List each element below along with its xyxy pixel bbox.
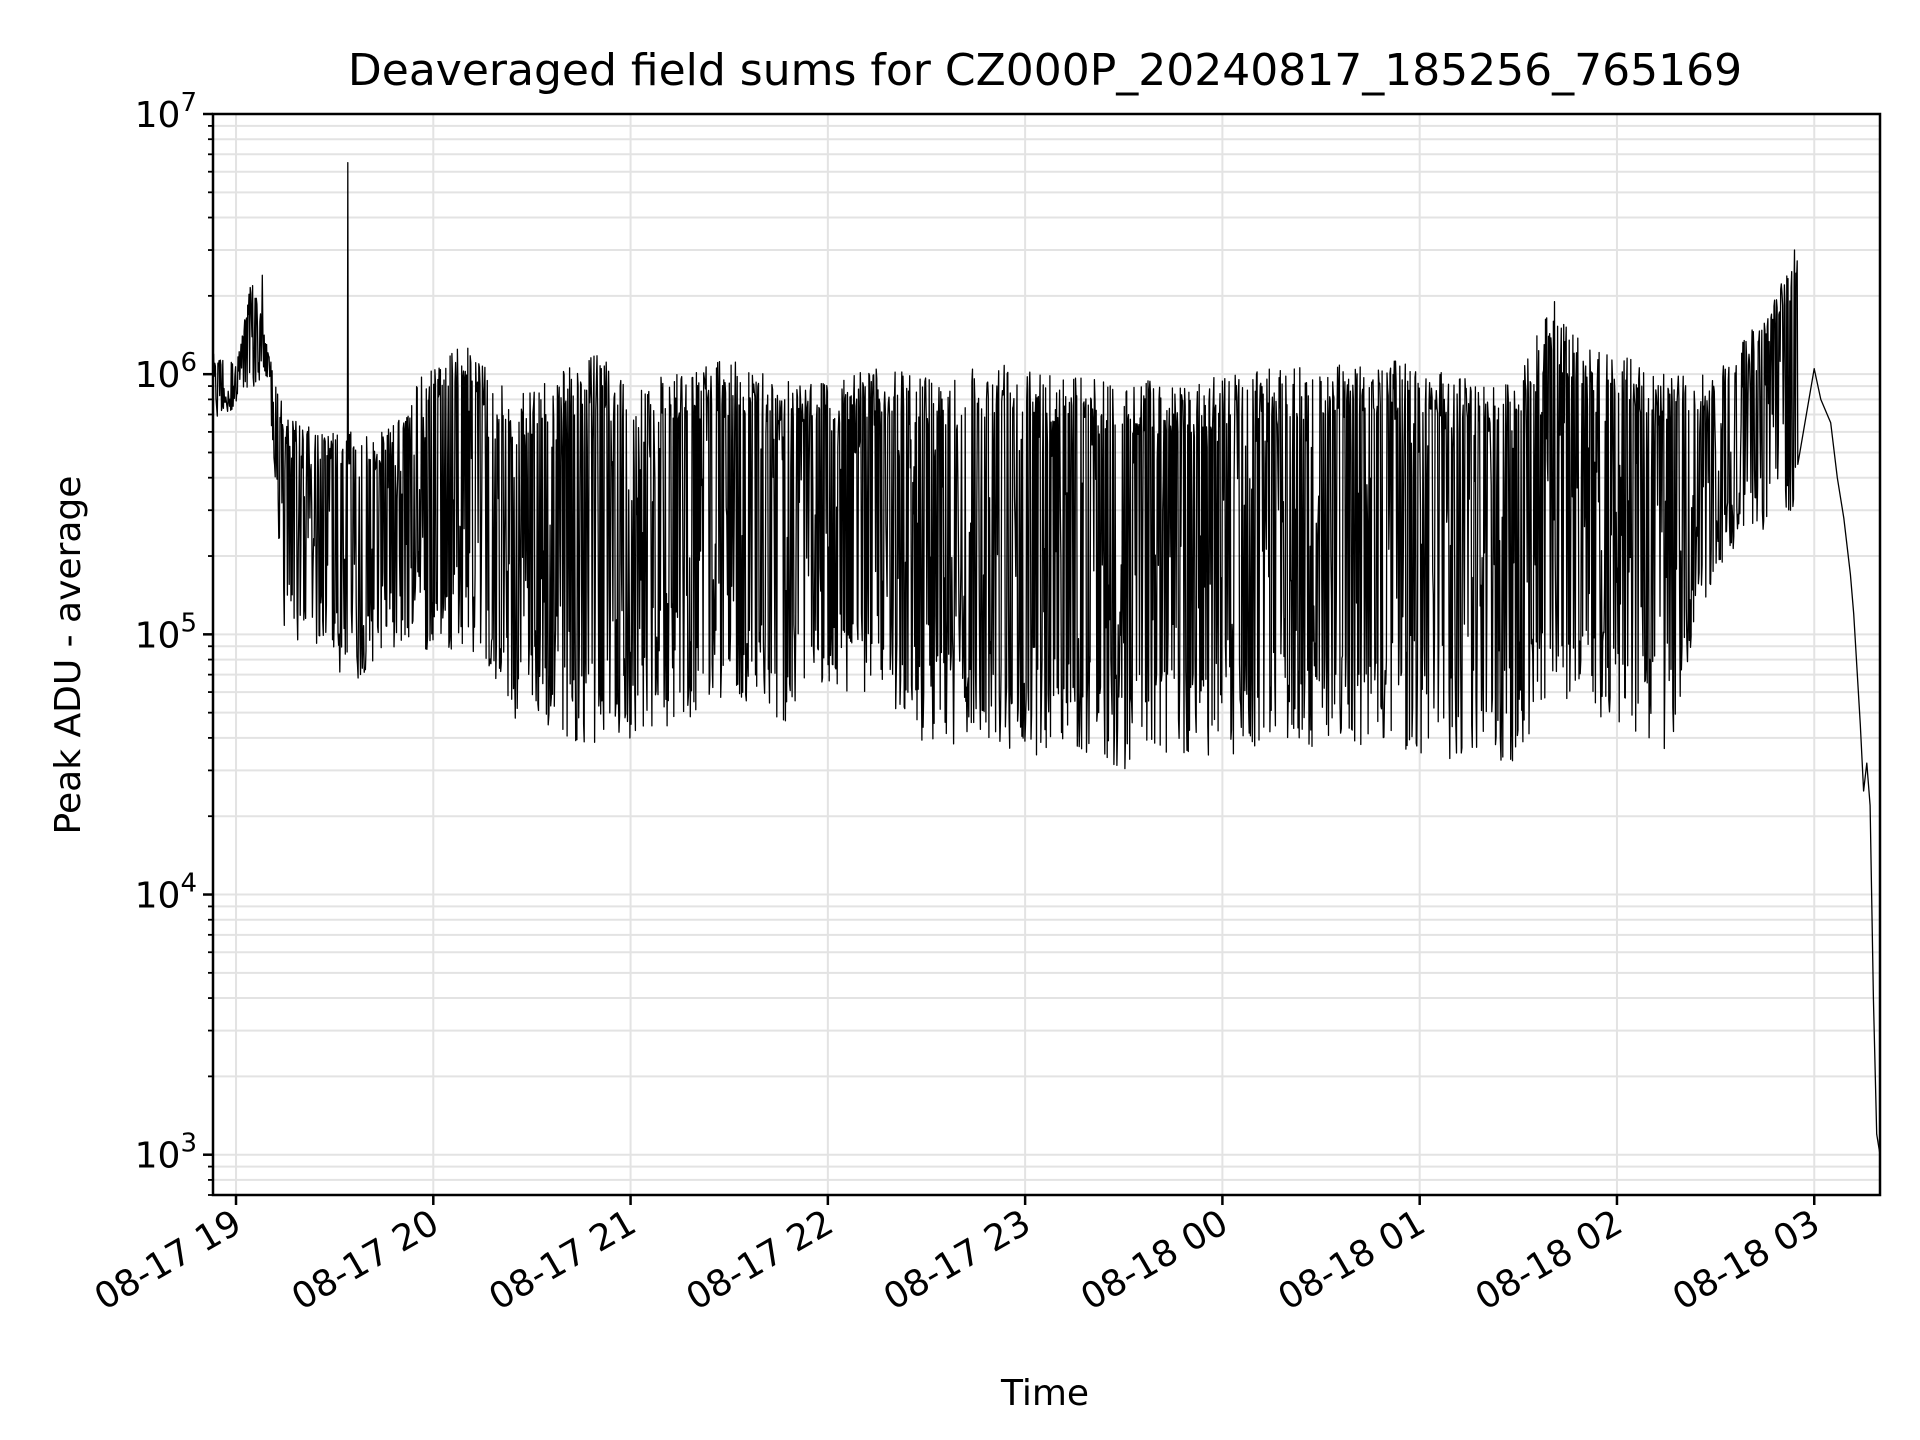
y-tick-label: 107	[135, 88, 197, 136]
x-tick-label: 08-17 21	[482, 1202, 643, 1318]
y-tick-label: 105	[135, 608, 197, 656]
series-line	[212, 162, 1881, 1155]
x-tick-label: 08-17 22	[680, 1202, 841, 1318]
y-tick-label: 103	[135, 1129, 197, 1177]
x-tick-label: 08-17 19	[88, 1202, 249, 1318]
x-tick-label: 08-17 20	[285, 1202, 446, 1318]
plot-frame	[211, 112, 1882, 1197]
x-tick-label: 08-18 00	[1074, 1202, 1235, 1318]
y-tick-label: 106	[135, 348, 197, 396]
x-tick-label: 08-17 23	[877, 1202, 1038, 1318]
x-tick-label: 08-18 02	[1469, 1202, 1630, 1318]
x-axis: 08-17 19 08-17 20 08-17 21 08-17 22 08-17 23…	[88, 1195, 1827, 1319]
x-tick-label: 08-18 01	[1272, 1202, 1433, 1318]
y-axis-label: Peak ADU - average	[48, 476, 89, 835]
x-tick-label: 08-18 03	[1666, 1202, 1827, 1318]
data-trace	[212, 162, 1881, 1155]
y-tick-label: 104	[135, 869, 197, 917]
x-axis-label: Time	[1000, 1373, 1089, 1414]
chart-title: Deaveraged field sums for CZ000P_2024081…	[348, 45, 1742, 96]
y-axis: 103 104 105 106 107	[135, 88, 213, 1196]
